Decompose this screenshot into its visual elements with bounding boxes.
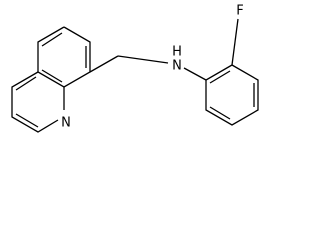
double-bond: [209, 106, 231, 120]
bond: [89, 55, 119, 73]
structure-diagram: F H N N: [11, 4, 259, 133]
double-bond: [209, 70, 231, 84]
ring-b: [11, 71, 59, 133]
double-bond: [41, 32, 63, 47]
bond: [231, 18, 239, 66]
double-bond: [15, 113, 39, 128]
atom-label: N: [172, 59, 182, 74]
atom-label: F: [236, 4, 243, 19]
phenyl-ring: [205, 64, 259, 126]
page: F H N N (() => { const data = JSON.parse…: [11, 3, 259, 133]
double-bond: [41, 69, 63, 83]
atom-label: H: [172, 45, 182, 60]
bond: [183, 67, 207, 81]
atom-label: N: [61, 116, 71, 131]
double-bond: [15, 76, 37, 91]
bonds: [11, 18, 259, 133]
ring-a: [37, 26, 91, 88]
bond: [117, 55, 169, 64]
